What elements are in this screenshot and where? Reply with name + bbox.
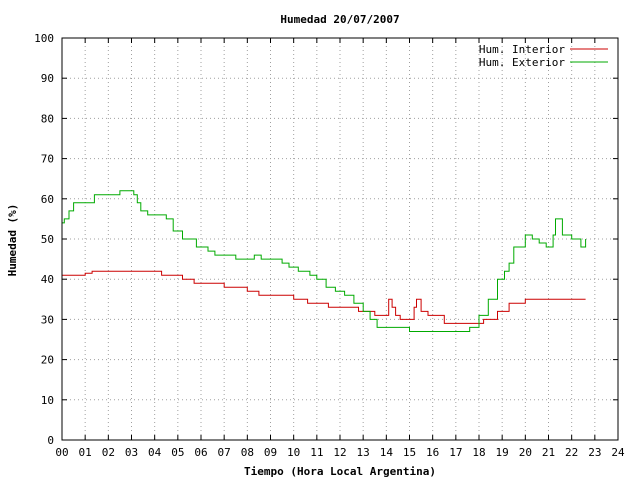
x-tick-label: 05 bbox=[171, 446, 184, 459]
x-tick-label: 16 bbox=[426, 446, 439, 459]
series-line-hum-interior bbox=[62, 270, 586, 324]
y-tick-label: 0 bbox=[47, 434, 54, 447]
x-tick-label: 10 bbox=[287, 446, 300, 459]
x-tick-label: 14 bbox=[380, 446, 394, 459]
x-tick-label: 13 bbox=[357, 446, 370, 459]
y-axis-label: Humedad (%) bbox=[6, 204, 19, 277]
x-tick-label: 09 bbox=[264, 446, 277, 459]
x-tick-label: 20 bbox=[519, 446, 532, 459]
y-tick-label: 100 bbox=[34, 32, 54, 45]
y-tick-label: 60 bbox=[41, 193, 54, 206]
y-tick-label: 10 bbox=[41, 394, 54, 407]
x-tick-label: 18 bbox=[472, 446, 485, 459]
series-layer bbox=[62, 190, 587, 332]
y-tick-label: 40 bbox=[41, 273, 54, 286]
y-tick-label: 30 bbox=[41, 313, 54, 326]
y-tick-label: 80 bbox=[41, 112, 54, 125]
x-tick-label: 23 bbox=[588, 446, 601, 459]
x-tick-label: 19 bbox=[496, 446, 509, 459]
grid-lines bbox=[62, 38, 618, 440]
x-tick-label: 03 bbox=[125, 446, 138, 459]
y-tick-label: 50 bbox=[41, 233, 54, 246]
y-tick-label: 70 bbox=[41, 153, 54, 166]
x-tick-label: 17 bbox=[449, 446, 462, 459]
x-tick-label: 00 bbox=[55, 446, 68, 459]
x-tick-label: 15 bbox=[403, 446, 416, 459]
x-axis-label: Tiempo (Hora Local Argentina) bbox=[244, 465, 436, 478]
x-tick-label: 12 bbox=[333, 446, 346, 459]
axis-ticks: 00 01 02 03 04 05 06 07 08 09 10 11 12 13 14 15 16 17 18 19… bbox=[34, 32, 625, 459]
x-tick-label: 07 bbox=[218, 446, 231, 459]
y-tick-label: 20 bbox=[41, 354, 54, 367]
x-tick-label: 06 bbox=[194, 446, 207, 459]
x-tick-label: 11 bbox=[310, 446, 323, 459]
x-tick-label: 02 bbox=[102, 446, 115, 459]
chart-title: Humedad 20/07/2007 bbox=[280, 13, 399, 26]
y-tick-label: 90 bbox=[41, 72, 54, 85]
legend-label: Hum. Exterior bbox=[479, 56, 565, 69]
x-tick-label: 21 bbox=[542, 446, 555, 459]
x-tick-label: 08 bbox=[241, 446, 254, 459]
x-tick-label: 24 bbox=[611, 446, 625, 459]
legend-label: Hum. Interior bbox=[479, 43, 565, 56]
x-tick-label: 04 bbox=[148, 446, 162, 459]
x-tick-label: 22 bbox=[565, 446, 578, 459]
series-line-hum-exterior bbox=[62, 190, 587, 332]
x-tick-label: 01 bbox=[79, 446, 92, 459]
